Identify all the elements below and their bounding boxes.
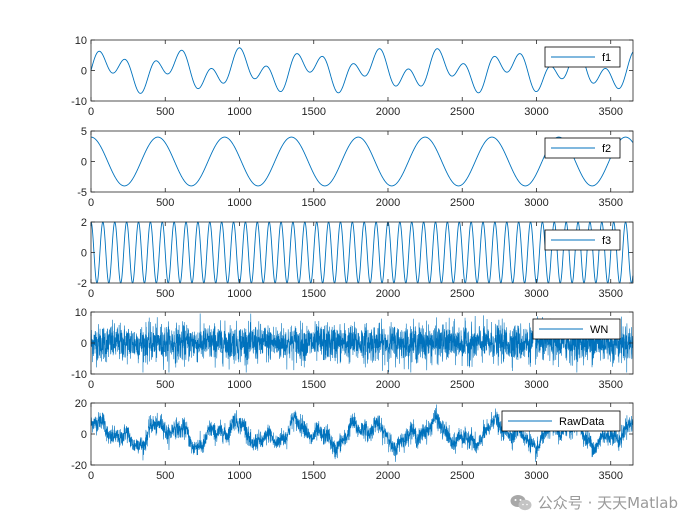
x-tick-label: 1500 xyxy=(301,197,325,209)
legend: f1 xyxy=(544,46,621,68)
x-tick-label: 500 xyxy=(156,288,174,300)
legend: f2 xyxy=(544,137,621,159)
x-tick-label: 3500 xyxy=(598,470,622,482)
x-tick-label: 3000 xyxy=(524,106,548,118)
x-tick-label: 1500 xyxy=(301,470,325,482)
series-line-wn xyxy=(90,313,634,373)
legend-label: f3 xyxy=(602,235,611,247)
wechat-icon xyxy=(510,494,532,510)
x-tick-label: 0 xyxy=(88,288,94,300)
y-tick-label: 0 xyxy=(81,248,87,260)
x-tick-label: 500 xyxy=(156,106,174,118)
legend-label: f1 xyxy=(602,52,611,64)
y-tick-label: -5 xyxy=(77,187,87,199)
y-tick-label: 10 xyxy=(75,307,87,319)
x-tick-label: 2000 xyxy=(376,288,400,300)
x-tick-label: 1000 xyxy=(227,288,251,300)
x-tick-label: 1500 xyxy=(301,379,325,391)
watermark-text: 公众号 · 天天Matlab xyxy=(537,494,678,512)
legend-label: RawData xyxy=(559,416,605,428)
x-tick-label: 2500 xyxy=(450,288,474,300)
x-tick-label: 2500 xyxy=(450,106,474,118)
y-tick-label: 10 xyxy=(75,35,87,47)
x-tick-label: 2000 xyxy=(376,106,400,118)
y-tick-label: 2 xyxy=(81,217,87,229)
x-tick-label: 500 xyxy=(156,470,174,482)
x-tick-label: 2500 xyxy=(450,197,474,209)
x-tick-label: 3500 xyxy=(598,106,622,118)
subplot-rawdata: 0 500 1000 1500 2000 2500 3000 3500-20020RawDat… xyxy=(71,398,634,482)
legend: f3 xyxy=(544,229,621,251)
y-tick-label: 0 xyxy=(81,66,87,78)
series-line-f1 xyxy=(90,47,634,94)
legend-box xyxy=(501,410,621,432)
x-tick-label: 1000 xyxy=(227,197,251,209)
x-tick-label: 2500 xyxy=(450,470,474,482)
watermark: 公众号 · 天天Matlab xyxy=(510,492,678,513)
y-tick-label: 20 xyxy=(75,398,87,410)
legend-label: WN xyxy=(590,324,608,336)
x-tick-label: 2500 xyxy=(450,379,474,391)
x-tick-label: 0 xyxy=(88,379,94,391)
x-tick-label: 500 xyxy=(156,197,174,209)
x-tick-label: 2000 xyxy=(376,379,400,391)
x-tick-label: 1000 xyxy=(227,106,251,118)
x-tick-label: 1000 xyxy=(227,379,251,391)
x-tick-label: 0 xyxy=(88,106,94,118)
x-tick-label: 500 xyxy=(156,379,174,391)
legend-label: f2 xyxy=(602,143,611,155)
x-tick-label: 2000 xyxy=(376,470,400,482)
x-tick-label: 0 xyxy=(88,197,94,209)
series-line-f2 xyxy=(91,136,634,187)
x-tick-label: 3000 xyxy=(524,379,548,391)
x-tick-label: 3000 xyxy=(524,288,548,300)
y-tick-label: 0 xyxy=(81,338,87,350)
y-tick-label: 0 xyxy=(81,157,87,169)
x-tick-label: 3500 xyxy=(598,197,622,209)
x-tick-label: 1500 xyxy=(301,106,325,118)
legend: WN xyxy=(532,318,621,340)
x-tick-label: 1500 xyxy=(301,288,325,300)
x-tick-label: 1000 xyxy=(227,470,251,482)
y-tick-label: -10 xyxy=(71,96,87,108)
y-tick-label: 0 xyxy=(81,429,87,441)
x-tick-label: 3500 xyxy=(598,379,622,391)
x-tick-label: 3000 xyxy=(524,197,548,209)
x-tick-label: 2000 xyxy=(376,197,400,209)
y-tick-label: -10 xyxy=(71,369,87,381)
x-tick-label: 0 xyxy=(88,470,94,482)
x-tick-label: 3500 xyxy=(598,288,622,300)
legend: RawData xyxy=(501,410,621,432)
y-tick-label: -20 xyxy=(71,460,87,472)
series-line-rawdata xyxy=(90,404,634,462)
x-tick-label: 3000 xyxy=(524,470,548,482)
y-tick-label: 5 xyxy=(81,126,87,138)
y-tick-label: -2 xyxy=(77,278,87,290)
